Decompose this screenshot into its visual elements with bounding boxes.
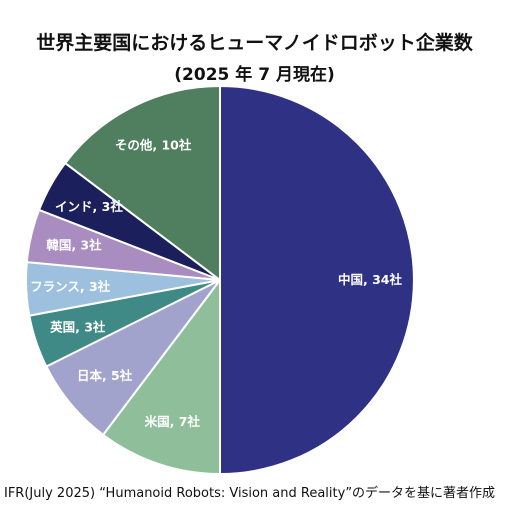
chart-title: 世界主要国におけるヒューマノイドロボット企業数 bbox=[36, 32, 473, 54]
pie-slice-1 bbox=[101, 277, 221, 476]
slice-label-1: 米国, 7社 bbox=[144, 414, 201, 429]
slice-label-7: その他, 10社 bbox=[115, 138, 192, 153]
slice-label-4: フランス, 3社 bbox=[30, 279, 111, 294]
slice-label-3: 英国, 3社 bbox=[50, 320, 106, 335]
slice-label-6: インド, 3社 bbox=[55, 199, 123, 214]
pie-slice-0 bbox=[219, 84, 415, 476]
pie-slices bbox=[25, 84, 415, 476]
slice-label-0: 中国, 34社 bbox=[338, 272, 402, 287]
slice-label-5: 韓国, 3社 bbox=[46, 238, 102, 253]
pie-slice-7 bbox=[63, 84, 221, 283]
chart-subtitle: (2025 年 7 月現在) bbox=[174, 65, 335, 85]
slice-label-2: 日本, 5社 bbox=[77, 368, 133, 383]
source-note: IFR(July 2025) “Humanoid Robots: Vision … bbox=[4, 486, 496, 501]
